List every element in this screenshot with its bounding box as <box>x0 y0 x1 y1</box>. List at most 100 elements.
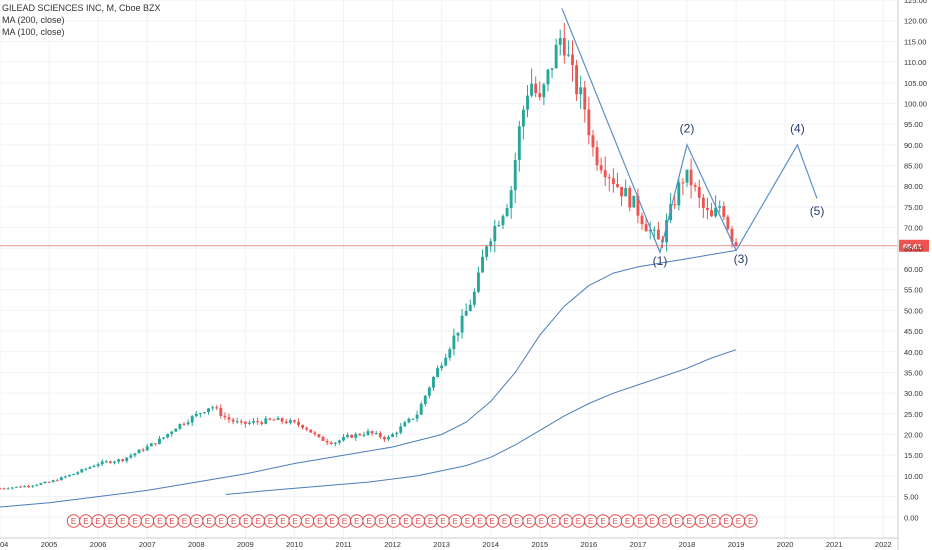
candle-body <box>501 215 505 226</box>
earnings-marker-label: E <box>305 517 310 526</box>
x-tick-label: 2013 <box>433 540 450 549</box>
candle-body <box>166 433 170 438</box>
earnings-marker-label: E <box>194 517 199 526</box>
candle-body <box>640 215 644 225</box>
candle-body <box>260 422 264 424</box>
candle-body <box>141 449 145 451</box>
candle-body <box>411 418 415 420</box>
candle-body <box>452 335 456 350</box>
candle-body <box>288 420 292 424</box>
x-tick-label: 2009 <box>237 540 254 549</box>
x-tick-label: 2017 <box>630 540 647 549</box>
candle-body <box>644 224 648 232</box>
candle-body <box>611 178 615 185</box>
ma200-line <box>225 349 737 495</box>
candle-body <box>701 197 705 208</box>
candle-body <box>734 242 738 246</box>
candle-body <box>444 357 448 366</box>
candle-body <box>550 68 554 70</box>
candle-body <box>456 332 460 336</box>
candle-body <box>587 109 591 136</box>
candle-body <box>72 473 76 475</box>
earnings-marker-label: E <box>613 517 618 526</box>
y-tick-label: 45.00 <box>904 327 923 336</box>
candle-body <box>636 195 640 216</box>
candle-body <box>681 182 685 184</box>
candle-body <box>628 188 632 208</box>
candle-body <box>133 453 137 456</box>
candle-body <box>534 83 538 94</box>
y-tick-label: 70.00 <box>904 224 923 233</box>
candle-body <box>346 435 350 438</box>
earnings-marker-label: E <box>428 517 433 526</box>
candle-body <box>673 204 677 206</box>
candle-body <box>117 459 121 462</box>
earnings-marker-label: E <box>280 517 285 526</box>
candle-body <box>620 186 623 197</box>
candle-body <box>342 437 345 441</box>
candle-body <box>68 474 71 477</box>
candle-body <box>145 446 149 451</box>
earnings-marker-label: E <box>293 517 298 526</box>
y-tick-label: 20.00 <box>904 431 923 440</box>
candle-body <box>100 461 104 465</box>
candle-body <box>223 415 227 418</box>
earnings-marker-label: E <box>440 517 445 526</box>
symbol-title[interactable]: GILEAD SCIENCES INC, M, Cboe BZX <box>2 3 161 13</box>
candle-body <box>125 457 129 461</box>
earnings-marker-label: E <box>157 517 162 526</box>
candle-body <box>329 442 333 445</box>
candlestick-series <box>0 23 738 490</box>
candle-body <box>268 418 272 420</box>
wave-label: (3) <box>734 252 749 266</box>
candle-body <box>706 207 709 211</box>
candle-body <box>182 423 186 425</box>
candle-body <box>685 169 689 183</box>
candle-body <box>366 431 370 435</box>
candle-body <box>317 434 321 437</box>
candle-body <box>419 403 423 415</box>
candle-body <box>427 387 431 396</box>
y-tick-label: 15.00 <box>904 451 923 460</box>
y-tick-label: 50.00 <box>904 306 923 315</box>
earnings-marker-circle <box>743 514 758 528</box>
candle-body <box>35 484 39 486</box>
candle-body <box>84 468 88 470</box>
candle-body <box>158 438 161 445</box>
candle-body <box>579 87 583 95</box>
wave-path <box>561 8 818 255</box>
candle-body <box>31 485 35 487</box>
x-tick-label: 2005 <box>41 540 58 549</box>
candle-body <box>505 208 509 216</box>
x-tick-label: 2011 <box>335 540 351 549</box>
candle-body <box>697 186 701 198</box>
candle-body <box>231 419 235 422</box>
ma200-legend[interactable]: MA (200, close) <box>2 15 65 25</box>
earnings-marker-label: E <box>477 517 482 526</box>
earnings-marker-label: E <box>403 517 408 526</box>
candle-body <box>448 349 452 358</box>
ma100-legend[interactable]: MA (100, close) <box>2 27 65 37</box>
earnings-marker-label: E <box>317 517 322 526</box>
candle-body <box>521 109 525 127</box>
candle-body <box>137 449 141 454</box>
candle-body <box>566 54 570 56</box>
candle-body <box>714 207 718 217</box>
candle-body <box>333 442 337 445</box>
candle-body <box>174 428 178 432</box>
wave-label: (1) <box>653 254 668 268</box>
candle-body <box>616 184 619 187</box>
candle-body <box>227 417 231 420</box>
candle-body <box>472 291 476 305</box>
earnings-marker-label: E <box>588 517 593 526</box>
x-tick-label: 2012 <box>384 540 401 549</box>
candle-body <box>305 427 309 430</box>
y-tick-label: 80.00 <box>904 182 923 191</box>
x-tick-label: 2004 <box>0 540 8 549</box>
candle-body <box>92 465 96 468</box>
candle-body <box>153 443 157 445</box>
wave-label: (2) <box>680 121 695 135</box>
earnings-marker-label: E <box>625 517 630 526</box>
earnings-marker-label: E <box>108 517 113 526</box>
